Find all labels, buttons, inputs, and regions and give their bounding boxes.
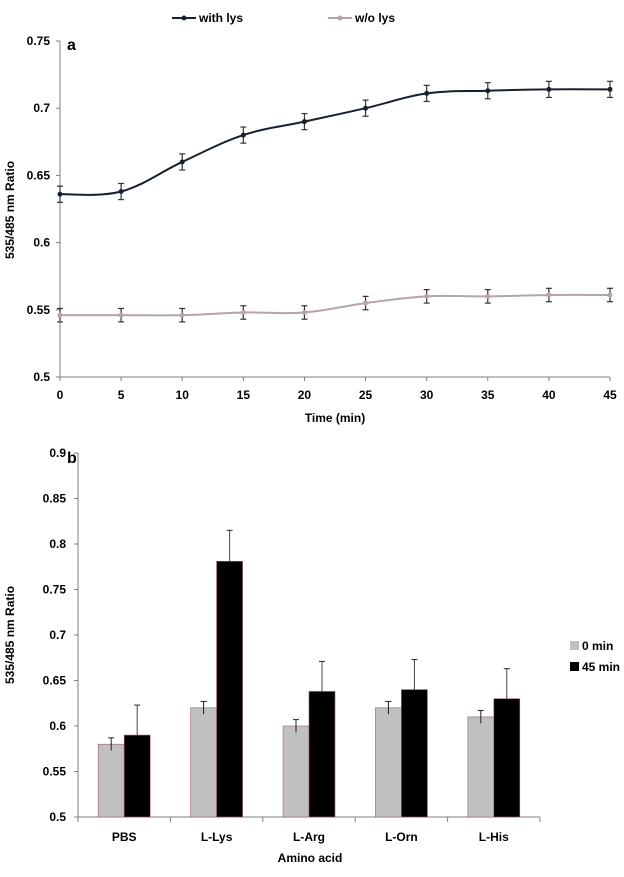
a-data-point — [546, 86, 552, 92]
b-category-label: L-His — [479, 830, 509, 844]
a-ytick-label: 0.7 — [33, 101, 50, 115]
panel-a-y-title: 535/485 nm Ratio — [3, 161, 17, 259]
b-category-label: PBS — [112, 830, 137, 844]
a-data-point — [240, 132, 246, 138]
a-xtick-label: 25 — [359, 388, 373, 402]
b-bar-45min — [493, 698, 521, 818]
a-xtick-label: 0 — [57, 388, 64, 402]
a-data-point — [424, 293, 430, 299]
b-ytick-label: 0.75 — [43, 583, 67, 597]
a-data-point — [485, 293, 491, 299]
a-data-point — [179, 159, 185, 165]
a-data-point — [546, 292, 552, 298]
a-xtick-label: 15 — [237, 388, 251, 402]
b-bar-45min — [401, 689, 428, 818]
a-data-point — [301, 309, 307, 315]
b-ytick-label: 0.55 — [43, 765, 67, 779]
b-ytick-label: 0.7 — [49, 628, 66, 642]
b-ytick-label: 0.8 — [49, 537, 66, 551]
b-bar-45min — [216, 560, 243, 818]
legend-label-with-lys: with lys — [198, 11, 243, 25]
a-xtick-label: 20 — [298, 388, 312, 402]
a-ytick-label: 0.65 — [27, 168, 51, 182]
a-xtick-label: 35 — [481, 388, 495, 402]
a-ytick-label: 0.75 — [27, 34, 51, 48]
panel-b: b 0.5 0.55 0.6 0.65 0.7 0.75 0.8 0.85 0.9 PBS L-L… — [3, 446, 620, 865]
a-ytick-label: 0.6 — [33, 236, 50, 250]
legend-swatch-0min — [570, 641, 579, 650]
panel-a: a with lys w/o lys 0.5 0.55 0.6 0.65 0.7 0.75… — [3, 11, 617, 425]
b-bar-0min — [467, 716, 495, 818]
panel-b-x-title: Amino acid — [278, 851, 343, 865]
a-data-point — [57, 312, 63, 318]
legend-label-0min: 0 min — [582, 639, 613, 653]
a-data-point — [607, 86, 613, 92]
a-data-point — [240, 309, 246, 315]
legend-marker-wo-lys — [337, 15, 343, 21]
a-data-point — [607, 292, 613, 298]
a-data-point — [118, 312, 124, 318]
b-bar-0min — [190, 707, 217, 818]
b-bar-45min — [308, 691, 336, 818]
b-category-label: L-Orn — [385, 830, 418, 844]
a-xtick-label: 45 — [603, 388, 617, 402]
a-xtick-label: 5 — [118, 388, 125, 402]
panel-a-x-title: Time (min) — [305, 411, 365, 425]
panel-b-y-title: 535/485 nm Ratio — [3, 586, 17, 684]
a-data-point — [363, 105, 369, 111]
panel-a-legend: with lys w/o lys — [172, 11, 395, 25]
a-data-point — [363, 300, 369, 306]
panel-b-label: b — [67, 450, 77, 467]
a-ytick-label: 0.55 — [27, 303, 51, 317]
legend-marker-with-lys — [181, 15, 187, 21]
a-series-line-0 — [59, 88, 611, 196]
b-ytick-label: 0.9 — [49, 446, 66, 460]
b-ytick-label: 0.5 — [49, 810, 66, 824]
a-xtick-label: 10 — [176, 388, 190, 402]
b-bar-0min — [375, 707, 402, 818]
legend-label-45min: 45 min — [582, 660, 620, 674]
a-xtick-label: 40 — [542, 388, 556, 402]
b-bar-0min — [282, 725, 310, 818]
a-data-point — [424, 90, 430, 96]
legend-swatch-45min — [570, 662, 579, 671]
a-data-point — [301, 119, 307, 125]
a-data-point — [57, 191, 63, 197]
panel-a-label: a — [67, 37, 76, 54]
a-data-point — [118, 189, 124, 195]
b-bar-45min — [123, 734, 151, 818]
a-xtick-label: 30 — [420, 388, 434, 402]
b-category-label: L-Lys — [201, 830, 233, 844]
legend-label-wo-lys: w/o lys — [354, 11, 395, 25]
a-series-line-1 — [59, 293, 611, 317]
b-ytick-label: 0.6 — [49, 719, 66, 733]
a-ytick-label: 0.5 — [33, 370, 50, 384]
b-category-label: L-Arg — [293, 830, 325, 844]
a-data-point — [485, 88, 491, 94]
b-ytick-label: 0.85 — [43, 492, 67, 506]
b-bar-0min — [97, 743, 125, 818]
a-data-point — [179, 312, 185, 318]
b-ytick-label: 0.65 — [43, 674, 67, 688]
panel-b-legend: 0 min 45 min — [570, 639, 620, 674]
